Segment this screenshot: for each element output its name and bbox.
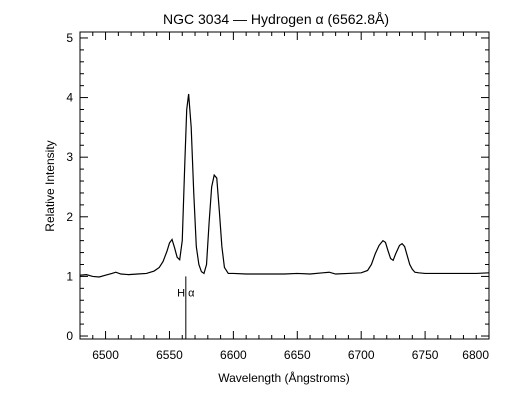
x-tick-label: 6800 [462, 348, 489, 362]
x-axis-label: Wavelength (Ångstroms) [218, 370, 350, 385]
y-tick-label: 3 [66, 150, 73, 164]
plot-frame [79, 31, 490, 340]
chart-title: NGC 3034 — Hydrogen α (6562.8Å) [163, 11, 389, 27]
y-tick-label: 0 [66, 329, 73, 343]
x-tick-label: 6550 [156, 348, 183, 362]
y-tick-label: 4 [66, 91, 73, 105]
x-tick-label: 6750 [412, 348, 439, 362]
series-line-spectrum [79, 93, 490, 278]
y-axis-label: Relative Intensity [43, 140, 57, 231]
x-tick-label: 6700 [348, 348, 375, 362]
x-axis: 6500 6550 6600 6650 6700 6750 6800 [79, 32, 490, 362]
x-tick-label: 6500 [92, 348, 119, 362]
x-tick-label: 6600 [220, 348, 247, 362]
x-tick-label: 6650 [284, 348, 311, 362]
y-tick-label: 1 [66, 269, 73, 283]
h-alpha-marker-label: H α [177, 287, 195, 299]
y-tick-label: 2 [66, 210, 73, 224]
y-tick-label: 5 [66, 31, 73, 45]
y-axis: 0 1 2 3 4 5 [66, 31, 489, 343]
